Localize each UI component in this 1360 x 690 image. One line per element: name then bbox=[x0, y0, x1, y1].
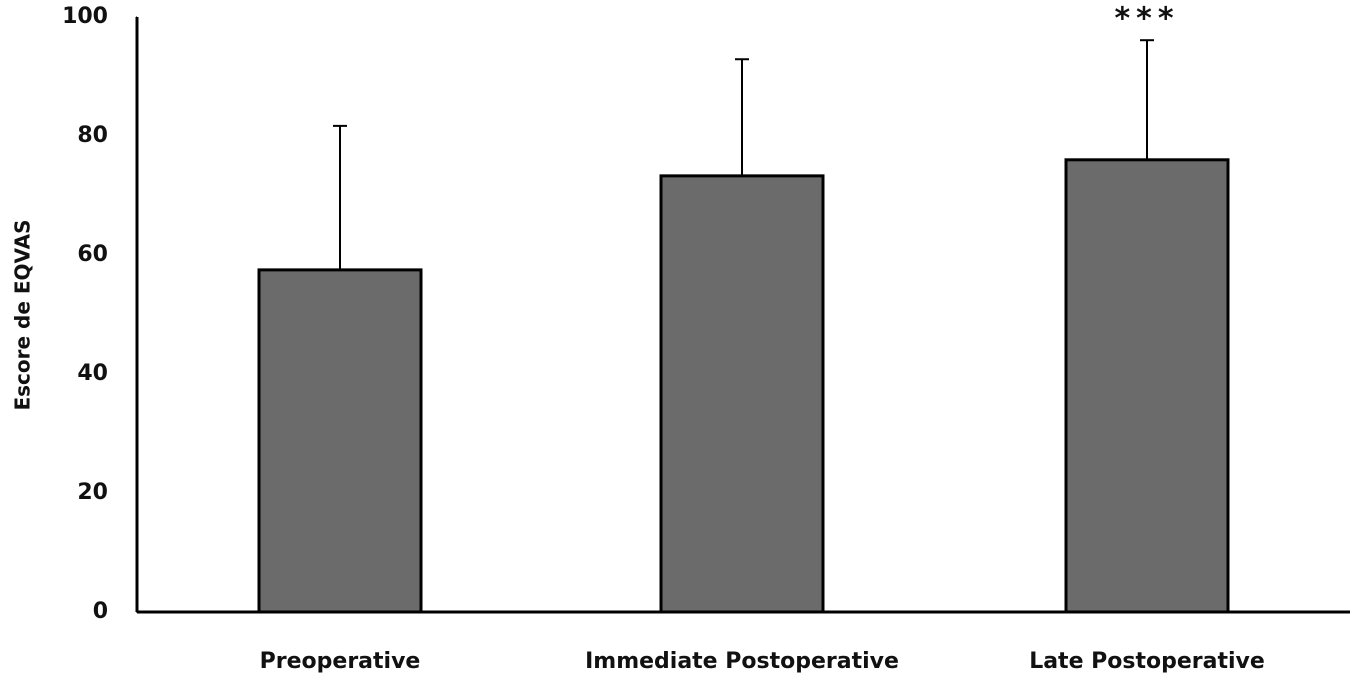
x-tick-label: Immediate Postoperative bbox=[585, 649, 899, 674]
y-tick-label: 0 bbox=[93, 599, 108, 624]
y-tick-label: 100 bbox=[62, 4, 108, 29]
x-tick-label: Preoperative bbox=[260, 649, 421, 674]
bar bbox=[659, 174, 825, 614]
annotation: *** bbox=[1114, 2, 1179, 37]
x-tick-label: Late Postoperative bbox=[1029, 649, 1265, 674]
y-tick-label: 40 bbox=[77, 361, 108, 386]
y-axis-label: Escore de EQVAS bbox=[11, 219, 35, 410]
y-tick-label: 60 bbox=[77, 242, 108, 267]
y-tick-label: 20 bbox=[77, 480, 108, 505]
bar bbox=[1064, 158, 1230, 614]
y-tick-label: 80 bbox=[77, 123, 108, 148]
bar bbox=[257, 268, 423, 614]
